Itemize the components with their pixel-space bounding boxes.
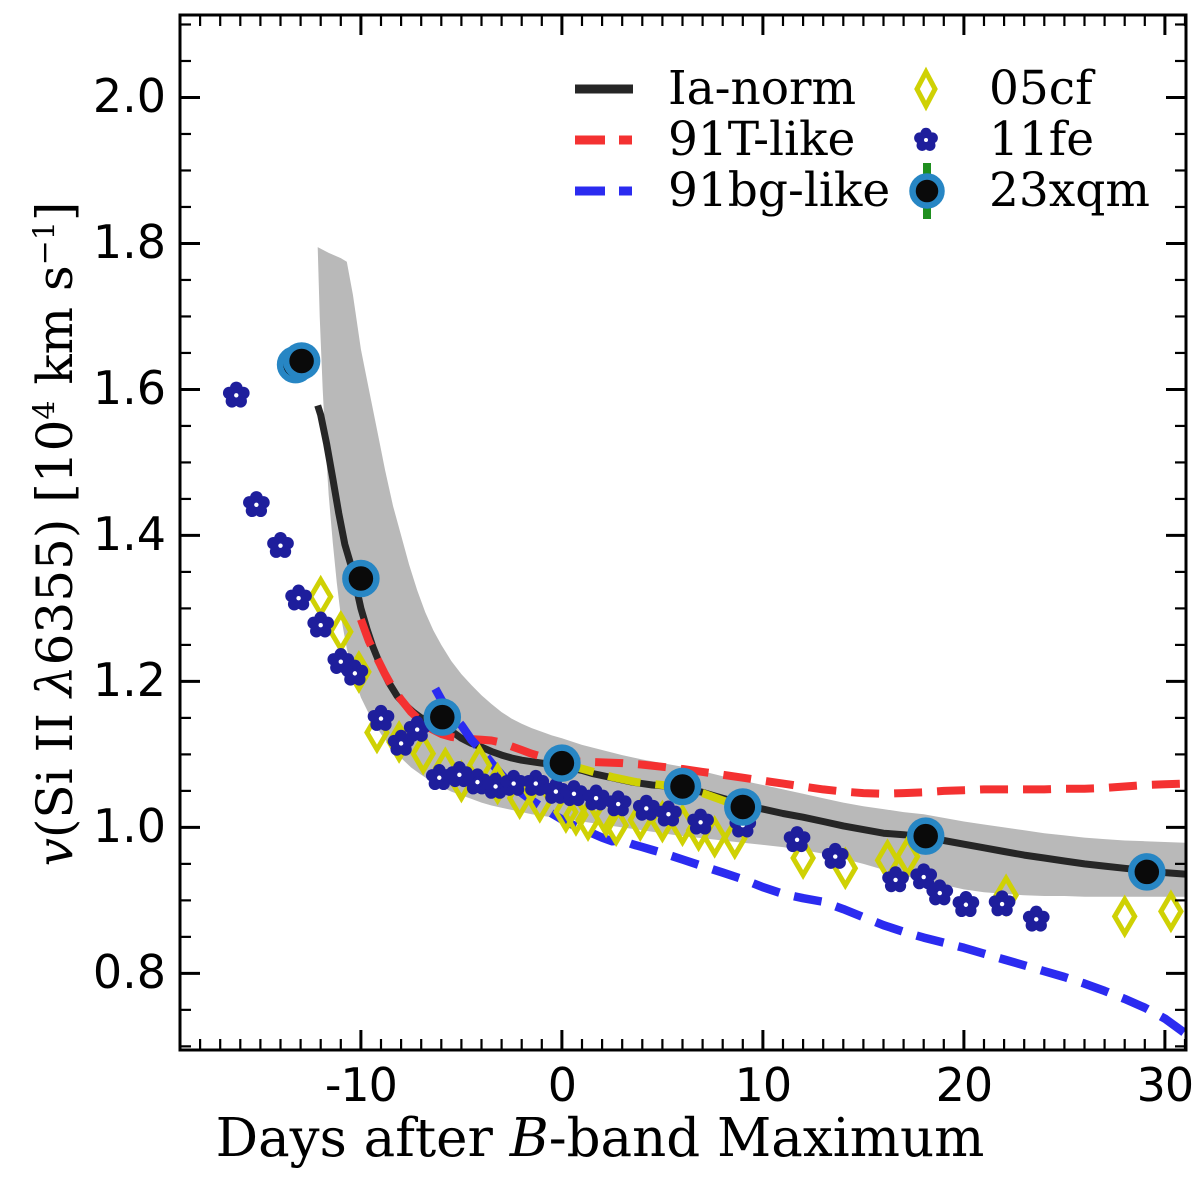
- 11fe-star-marker: [882, 866, 909, 893]
- 11fe-star-marker: [222, 381, 250, 408]
- 11fe-star-marker: [952, 891, 980, 918]
- o5cf-diamond-marker: [603, 803, 630, 848]
- 23xqm-circle-marker: [1128, 853, 1166, 891]
- 23xqm-circle-marker: [724, 788, 762, 826]
- legend-label-91t-like: 91T-like: [668, 112, 856, 167]
- 11fe-star-marker: [783, 826, 811, 853]
- 23xqm-circle-marker: [282, 342, 321, 380]
- x-tick-label-20: 20: [935, 1058, 994, 1112]
- 11fe-star-marker: [367, 704, 395, 731]
- legend-label-11fe: 11fe: [989, 112, 1095, 167]
- 23xqm-circle-marker: [342, 559, 380, 598]
- 91bg-like-line: [431, 686, 1186, 1037]
- legend-marker-91bg-like: [571, 160, 637, 226]
- 11fe-star-marker: [522, 769, 550, 796]
- 11fe-star-marker: [582, 784, 610, 811]
- o5cf-diamond-marker: [307, 574, 334, 619]
- 11fe-star-marker: [243, 491, 270, 518]
- y-tick-label-1.4: 1.4: [92, 507, 166, 562]
- legend-label-91bg-like: 91bg-like: [668, 163, 891, 218]
- 11fe-star-marker: [926, 879, 954, 906]
- ia-norm-uncertainty-band: [317, 247, 1185, 897]
- 11fe-star-marker: [988, 890, 1016, 917]
- legend-label-ia-norm: Ia-norm: [668, 61, 857, 116]
- y-tick-label-2.0: 2.0: [92, 69, 166, 124]
- 23xqm-circle-marker: [663, 767, 702, 806]
- legend-marker-05cf: [897, 58, 963, 124]
- y-label-lambda: λ: [26, 665, 84, 698]
- 11fe-star-marker: [446, 761, 473, 788]
- legend-marker-ia-norm: [571, 58, 637, 124]
- legend-marker-23xqm: [897, 160, 963, 226]
- o5cf-diamond-marker: [1111, 894, 1138, 939]
- legend-marker-91t-like: [571, 109, 637, 175]
- 11fe-star-marker: [307, 611, 335, 638]
- 23xqm-circle-marker: [423, 698, 462, 736]
- x-tick-label-0: 0: [547, 1058, 577, 1112]
- legend-label-05cf: 05cf: [989, 61, 1093, 116]
- x-tick-label-30: 30: [1136, 1058, 1195, 1112]
- legend-label-23xqm: 23xqm: [989, 163, 1150, 218]
- y-tick-label-0.8: 0.8: [92, 945, 166, 1000]
- x-tick-label-10: 10: [734, 1058, 793, 1112]
- 11fe-star-marker: [267, 531, 294, 558]
- 11fe-star-marker: [560, 780, 588, 807]
- y-tick-label-1.2: 1.2: [92, 653, 166, 708]
- x-label-pre: Days after: [215, 1108, 510, 1169]
- 11fe-star-marker: [341, 659, 369, 686]
- 23xqm-circle-marker: [543, 744, 581, 782]
- o5cf-diamond-marker: [410, 731, 437, 776]
- y-label-v: v: [26, 838, 84, 867]
- legend-marker-11fe: [897, 109, 963, 175]
- 11fe-star-marker: [655, 800, 682, 827]
- 23xqm-circle-marker: [906, 817, 945, 855]
- x-label-post: -band Maximum: [548, 1108, 985, 1169]
- 11fe-star-marker: [821, 842, 849, 869]
- 11fe-star-marker: [1022, 905, 1050, 932]
- o5cf-diamond-marker: [790, 836, 816, 880]
- 11fe-star-marker: [910, 863, 938, 890]
- y-tick-label-1.6: 1.6: [92, 361, 166, 416]
- 11fe-star-marker: [500, 769, 527, 796]
- o5cf-diamond-marker: [1158, 889, 1184, 934]
- 11fe-star-marker: [285, 584, 312, 611]
- 11fe-star-marker: [687, 808, 714, 835]
- x-label-bband: B: [509, 1108, 549, 1169]
- x-axis-label: Days after B-band Maximum: [0, 1108, 1200, 1169]
- y-axis-label: v(Si II λ6355) [104 km s−1]: [26, 201, 84, 867]
- 11fe-star-marker: [604, 790, 632, 817]
- y-tick-label-1.8: 1.8: [92, 215, 166, 270]
- x-tick-label--10: -10: [324, 1058, 398, 1112]
- y-tick-label-1.0: 1.0: [92, 799, 166, 854]
